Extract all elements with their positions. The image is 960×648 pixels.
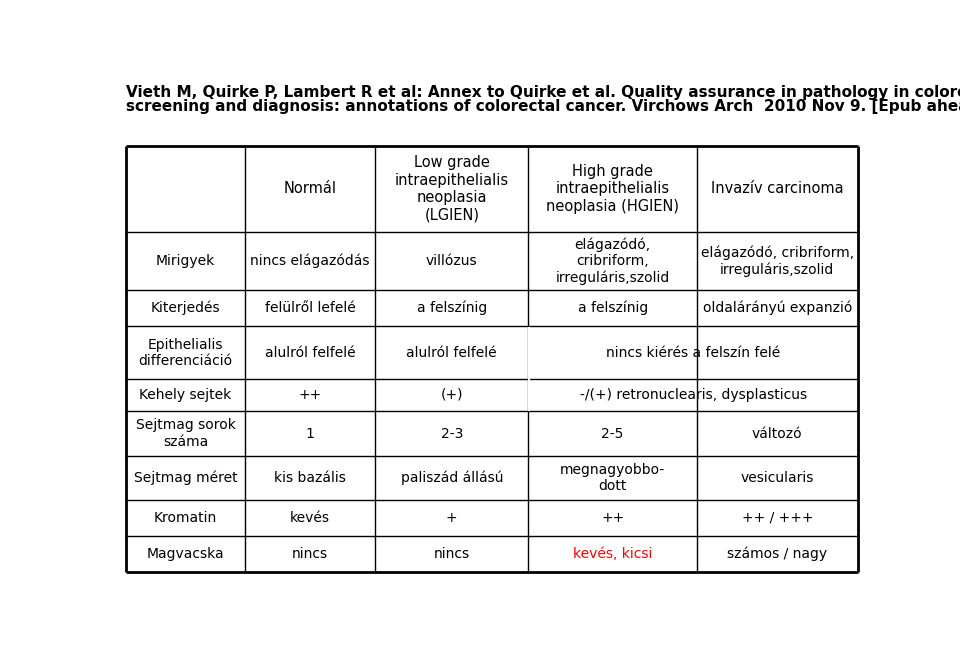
Text: ++: ++: [299, 388, 322, 402]
Text: felülről lefelé: felülről lefelé: [265, 301, 355, 315]
Text: Kromatin: Kromatin: [154, 511, 217, 525]
Text: oldalárányú expanzió: oldalárányú expanzió: [703, 301, 852, 316]
Text: kevés, kicsi: kevés, kicsi: [573, 547, 653, 561]
Text: 1: 1: [305, 426, 315, 441]
Text: Epithelialis
differenciáció: Epithelialis differenciáció: [138, 338, 232, 368]
Text: +: +: [446, 511, 458, 525]
Text: screening and diagnosis: annotations of colorectal cancer. Virchows Arch  2010 N: screening and diagnosis: annotations of …: [126, 99, 960, 114]
Text: Vieth M, Quirke P, Lambert R et al: Annex to Quirke et al. Quality assurance in : Vieth M, Quirke P, Lambert R et al: Anne…: [126, 86, 960, 100]
Text: a felszínig: a felszínig: [578, 301, 648, 316]
Text: (+): (+): [441, 388, 463, 402]
Text: alulról felfelé: alulról felfelé: [265, 346, 355, 360]
Text: nincs: nincs: [434, 547, 469, 561]
Text: Invazív carcinoma: Invazív carcinoma: [711, 181, 844, 196]
Text: vesicularis: vesicularis: [741, 471, 814, 485]
Text: elágazódó,
cribriform,
irreguláris,szolid: elágazódó, cribriform, irreguláris,szoli…: [556, 237, 670, 285]
Text: alulról felfelé: alulról felfelé: [406, 346, 497, 360]
Text: kevés: kevés: [290, 511, 330, 525]
Text: -/(+) retronuclearis, dysplasticus: -/(+) retronuclearis, dysplasticus: [580, 388, 806, 402]
Text: kis bazális: kis bazális: [275, 471, 346, 485]
Text: Kehely sejtek: Kehely sejtek: [139, 388, 231, 402]
Text: Low grade
intraepithelialis
neoplasia
(LGIEN): Low grade intraepithelialis neoplasia (L…: [395, 156, 509, 222]
Text: ++: ++: [601, 511, 624, 525]
Text: High grade
intraepithelialis
neoplasia (HGIEN): High grade intraepithelialis neoplasia (…: [546, 164, 679, 214]
Text: számos / nagy: számos / nagy: [728, 547, 828, 561]
Text: változó: változó: [752, 426, 803, 441]
Text: Sejtmag sorok
száma: Sejtmag sorok száma: [135, 419, 235, 448]
Text: nincs elágazódás: nincs elágazódás: [251, 254, 370, 268]
Text: nincs kiérés a felszín felé: nincs kiérés a felszín felé: [606, 346, 780, 360]
Text: villózus: villózus: [426, 254, 477, 268]
Text: Sejtmag méret: Sejtmag méret: [133, 471, 237, 485]
Text: ++ / +++: ++ / +++: [742, 511, 813, 525]
Text: Mirigyek: Mirigyek: [156, 254, 215, 268]
Text: nincs: nincs: [292, 547, 328, 561]
Text: paliszád állású: paliszád állású: [400, 471, 503, 485]
Text: 2-5: 2-5: [602, 426, 624, 441]
Text: megnagyobbo-
dott: megnagyobbo- dott: [560, 463, 665, 493]
Text: 2-3: 2-3: [441, 426, 463, 441]
Text: Magvacska: Magvacska: [147, 547, 225, 561]
Text: Kiterjedés: Kiterjedés: [151, 301, 221, 316]
Text: Normál: Normál: [283, 181, 337, 196]
Text: elágazódó, cribriform,
irreguláris,szolid: elágazódó, cribriform, irreguláris,szoli…: [701, 246, 854, 277]
Text: a felszínig: a felszínig: [417, 301, 487, 316]
